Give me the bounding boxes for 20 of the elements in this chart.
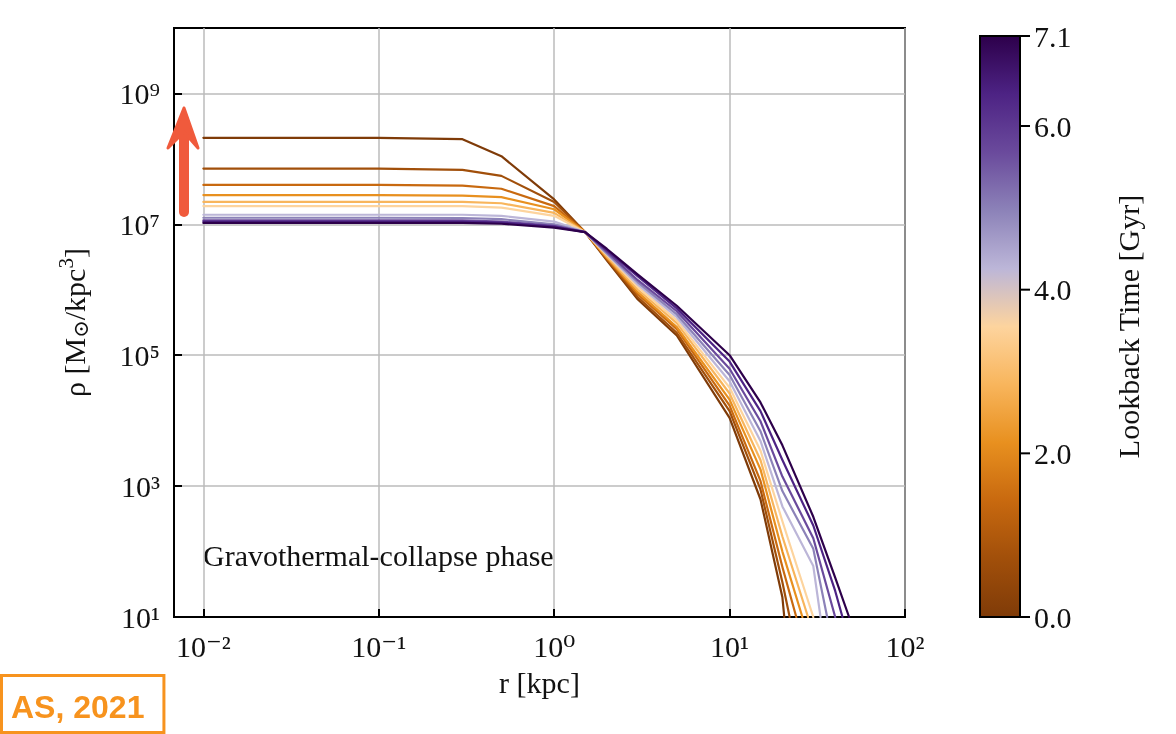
- color-bar-label: 0.0: [1034, 600, 1072, 634]
- y-tick-label: 10⁹: [119, 76, 160, 110]
- x-axis-title: r [kpc]: [499, 665, 580, 699]
- x-tick-label: 10⁻¹: [351, 629, 407, 663]
- y-tick-label: 10⁵: [119, 338, 160, 372]
- y-tick-label: 10¹: [121, 600, 160, 634]
- color-bar-title: Lookback Time [Gyr]: [1111, 194, 1145, 459]
- y-axis-title: ρ [M⊙/kpc3]: [53, 248, 93, 397]
- x-tick-label: 10⁰: [533, 629, 576, 663]
- annotation: Gravothermal-collapse phase: [203, 538, 554, 572]
- x-tick-label: 10¹: [710, 629, 750, 663]
- x-tick-label: 10²: [885, 629, 925, 663]
- y-tick-label: 10³: [121, 469, 160, 503]
- y-tick-label: 10⁷: [119, 207, 160, 241]
- color-bar-label: 4.0: [1034, 273, 1072, 307]
- color-bar-label: 2.0: [1034, 436, 1072, 470]
- text: AS, 2021: [11, 689, 145, 725]
- color-bar-label: 6.0: [1034, 109, 1072, 143]
- color-bar-label: 7.1: [1034, 19, 1072, 53]
- x-tick-label: 10⁻²: [175, 629, 231, 663]
